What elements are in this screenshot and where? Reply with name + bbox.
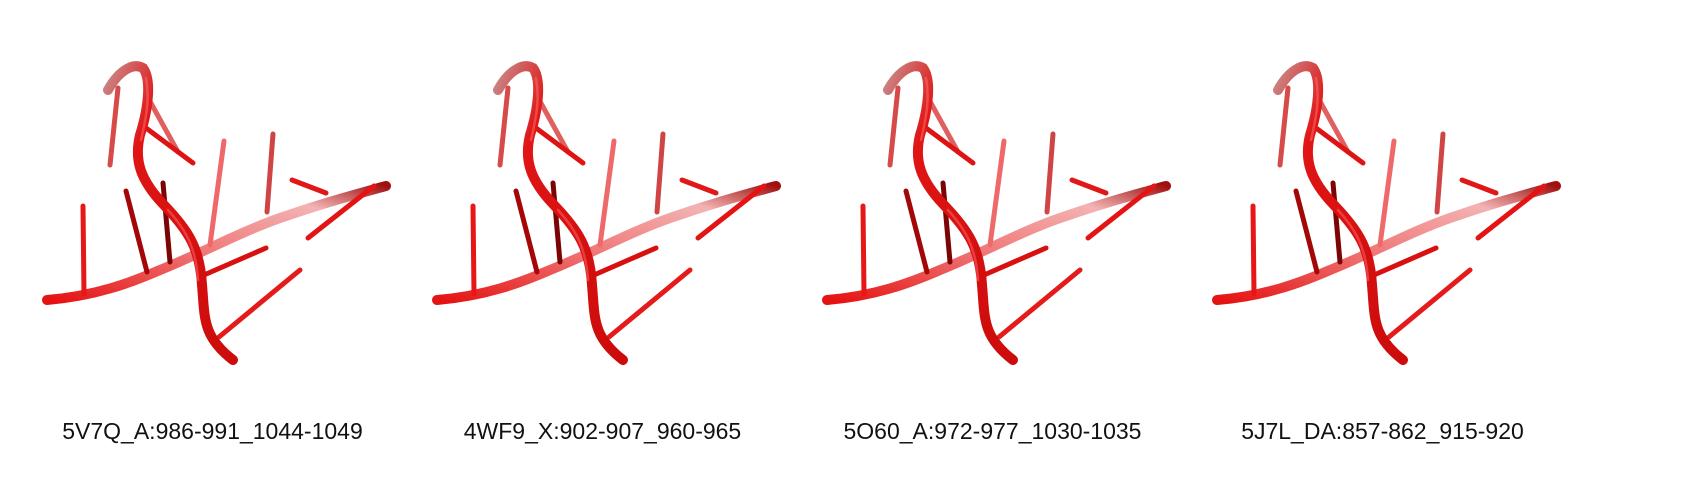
structure-panel: 5J7L_DA:857-862_915-920: [1170, 0, 1595, 480]
structure-panel: 4WF9_X:902-907_960-965: [390, 0, 815, 480]
structure-label: 5O60_A:972-977_1030-1035: [843, 418, 1142, 444]
structure-label: 5J7L_DA:857-862_915-920: [1241, 418, 1524, 444]
rna-structure-image: [822, 61, 1171, 365]
structure-label: 5V7Q_A:986-991_1044-1049: [62, 418, 363, 444]
structure-panel: 5O60_A:972-977_1030-1035: [780, 0, 1205, 480]
rna-structure-image: [1212, 61, 1561, 365]
structure-panel: 5V7Q_A:986-991_1044-1049: [0, 0, 425, 480]
rna-structure-image: [42, 61, 391, 365]
rna-structure-image: [432, 61, 781, 365]
structure-label: 4WF9_X:902-907_960-965: [463, 418, 742, 444]
